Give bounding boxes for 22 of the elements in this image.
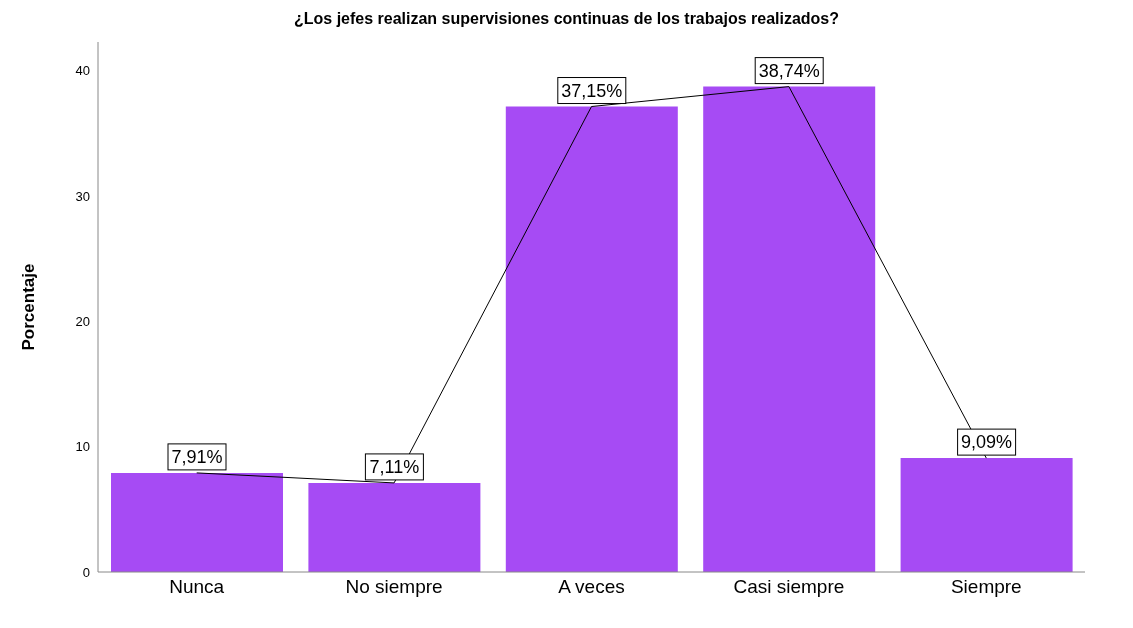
bar bbox=[703, 86, 876, 572]
chart-title: ¿Los jefes realizan supervisiones continuas de los trabajos realizados? bbox=[292, 9, 841, 29]
y-tick-label: 20 bbox=[75, 314, 90, 330]
bar bbox=[505, 106, 678, 572]
x-tick-label: Nunca bbox=[169, 576, 225, 598]
y-tick-label: 40 bbox=[75, 63, 90, 79]
x-tick-label: Casi siempre bbox=[733, 576, 845, 598]
y-tick-label: 10 bbox=[75, 439, 90, 455]
data-label: 9,09% bbox=[961, 432, 1013, 453]
bar bbox=[900, 458, 1073, 572]
x-tick-label: No siempre bbox=[345, 576, 443, 598]
data-label: 37,15% bbox=[561, 80, 623, 101]
data-label: 38,74% bbox=[758, 60, 820, 81]
data-label: 7,91% bbox=[171, 446, 223, 467]
y-tick-label: 0 bbox=[82, 564, 90, 580]
bar bbox=[111, 472, 283, 572]
y-tick-label: 30 bbox=[75, 188, 90, 204]
y-axis-title: Porcentaje bbox=[19, 263, 39, 351]
bar bbox=[308, 482, 481, 572]
x-tick-label: Siempre bbox=[950, 576, 1022, 598]
x-tick-label: A veces bbox=[558, 576, 625, 598]
data-label: 7,11% bbox=[369, 456, 420, 477]
